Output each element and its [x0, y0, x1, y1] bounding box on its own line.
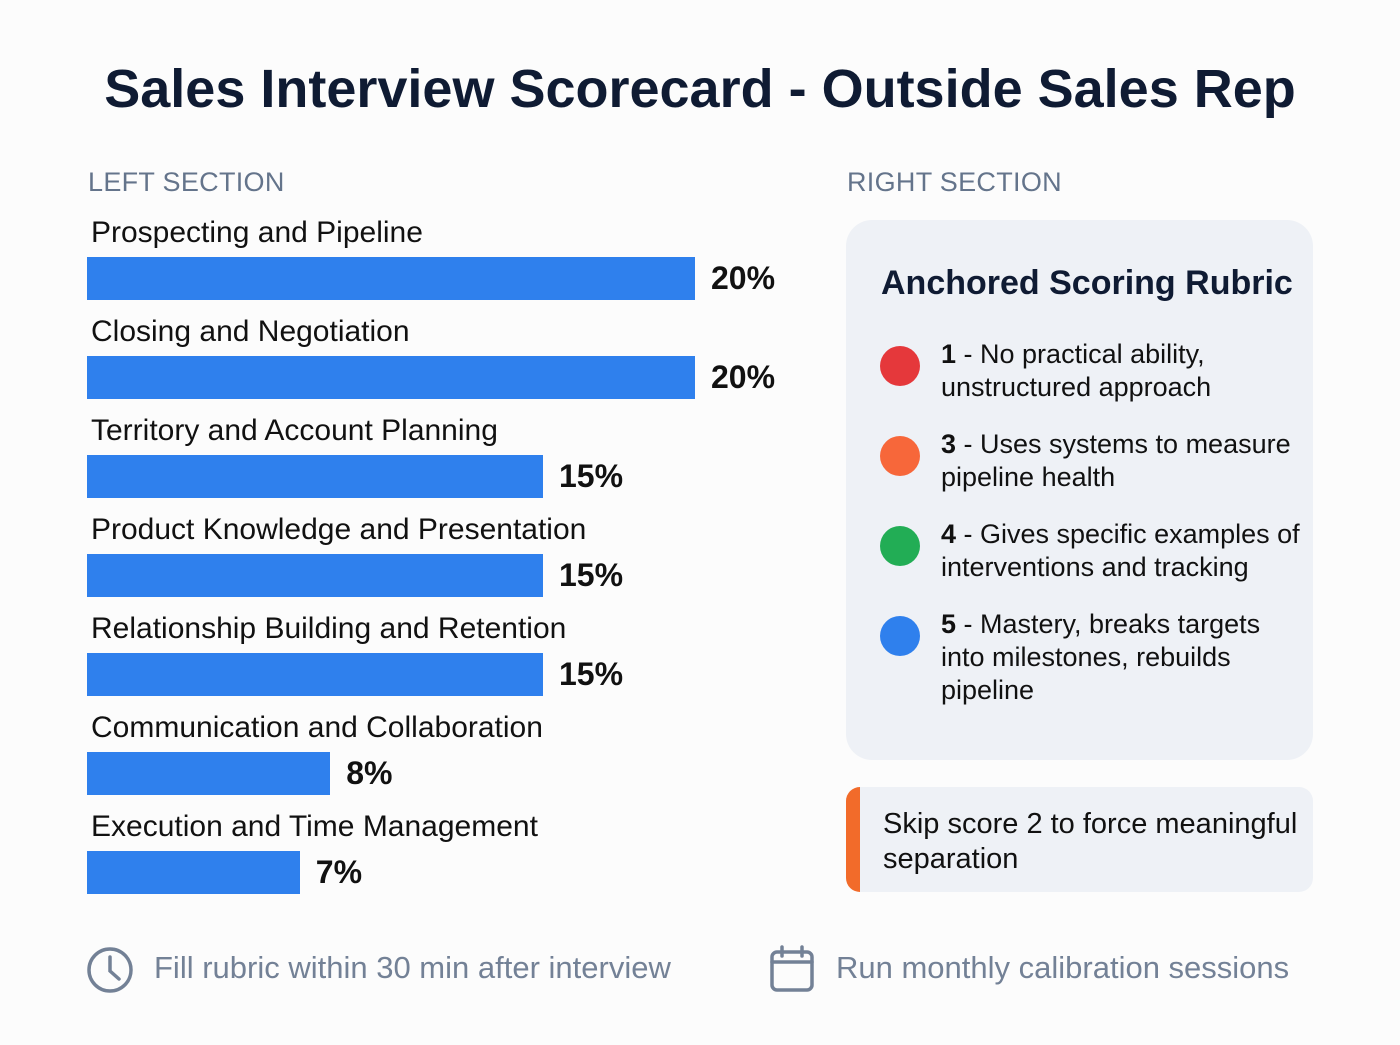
bar	[87, 455, 543, 498]
bar-label: Product Knowledge and Presentation	[91, 513, 587, 546]
bar-value-label: 20%	[711, 260, 776, 296]
score-number: 3	[941, 429, 957, 459]
left-section-label: LEFT SECTION	[88, 167, 285, 197]
bar	[87, 554, 543, 597]
page-title: Sales Interview Scorecard - Outside Sale…	[104, 59, 1296, 119]
bar-label: Territory and Account Planning	[91, 414, 498, 447]
bar-row: Territory and Account Planning 15%	[87, 412, 807, 511]
score-dot-icon	[880, 616, 920, 656]
bar-value-label: 8%	[346, 755, 393, 791]
footer-tip-timing: Fill rubric within 30 min after intervie…	[154, 950, 671, 985]
bar-row: Product Knowledge and Presentation 15%	[87, 511, 807, 610]
bar-row: Execution and Time Management 7%	[87, 808, 807, 907]
bar	[87, 752, 331, 795]
bar-label: Execution and Time Management	[91, 810, 538, 843]
note-text: Skip score 2 to force meaningful separat…	[883, 808, 1298, 875]
bar-value-label: 15%	[559, 557, 624, 593]
bar-value-label: 15%	[559, 656, 624, 692]
bar-value-label: 7%	[315, 854, 363, 890]
weight-bar-chart: Prospecting and Pipeline 20% Closing and …	[87, 214, 807, 907]
bar	[87, 257, 695, 300]
bar	[87, 851, 300, 894]
score-number: 5	[941, 609, 957, 639]
score-dot-icon	[880, 436, 920, 476]
score-description: - Mastery, breaks targets into milestone…	[941, 609, 1261, 705]
score-dot-icon	[880, 346, 920, 386]
clock-icon	[87, 947, 133, 993]
note-callout: Skip score 2 to force meaningful separat…	[846, 787, 1313, 892]
bar-label: Relationship Building and Retention	[91, 612, 567, 645]
bar-row: Relationship Building and Retention 15%	[87, 610, 807, 709]
score-description: - Gives specific examples of interventio…	[941, 519, 1300, 582]
bar-row: Communication and Collaboration 8%	[87, 709, 807, 808]
bar	[87, 356, 695, 399]
score-description: - No practical ability, unstructured app…	[941, 339, 1212, 402]
footer-tip-calibration: Run monthly calibration sessions	[836, 950, 1290, 985]
right-section-label: RIGHT SECTION	[847, 167, 1062, 197]
bar-row: Prospecting and Pipeline 20%	[87, 214, 807, 313]
bar-row: Closing and Negotiation 20%	[87, 313, 807, 412]
score-description: - Uses systems to measure pipeline healt…	[941, 429, 1291, 492]
score-number: 4	[941, 519, 957, 549]
bar	[87, 653, 543, 696]
bar-label: Prospecting and Pipeline	[91, 216, 423, 249]
note-accent-bar	[846, 787, 860, 892]
bar-label: Closing and Negotiation	[91, 315, 410, 348]
rubric-card: Anchored Scoring Rubric 1 - No practical…	[846, 220, 1313, 760]
rubric-title: Anchored Scoring Rubric	[881, 264, 1293, 302]
calendar-icon	[770, 945, 814, 992]
score-dot-icon	[880, 526, 920, 566]
bar-value-label: 20%	[711, 359, 776, 395]
bar-label: Communication and Collaboration	[91, 711, 543, 744]
score-number: 1	[941, 339, 957, 369]
bar-value-label: 15%	[559, 458, 624, 494]
